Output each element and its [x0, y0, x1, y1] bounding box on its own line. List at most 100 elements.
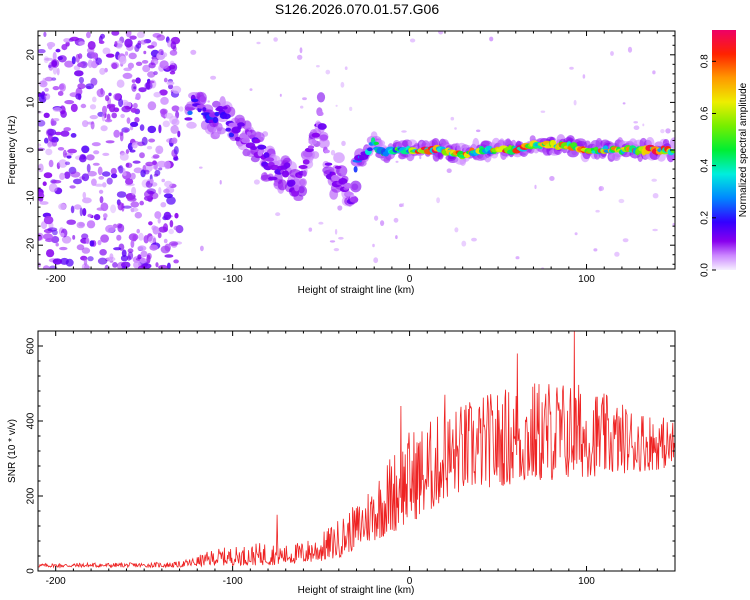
noise-blob [120, 255, 129, 262]
noise-blob [159, 108, 168, 115]
ridge-halo [216, 127, 226, 135]
noise-blob [81, 173, 90, 182]
noise-blob [171, 105, 180, 112]
noise-blob [402, 202, 405, 207]
noise-blob [139, 124, 145, 131]
noise-blob [125, 31, 132, 38]
noise-blob [98, 189, 104, 194]
noise-blob [58, 159, 68, 168]
noise-blob [107, 103, 116, 108]
noise-blob [318, 221, 324, 225]
noise-blob [461, 240, 467, 247]
noise-blob [253, 179, 260, 185]
noise-blob [164, 254, 174, 258]
noise-blob [47, 128, 57, 136]
noise-blob [63, 38, 71, 43]
noise-blob [134, 211, 142, 219]
noise-blob [92, 162, 100, 166]
noise-blob [120, 113, 125, 119]
noise-blob [52, 66, 58, 75]
noise-blob [42, 181, 47, 186]
ridge-point [228, 122, 238, 128]
noise-blob [618, 198, 625, 204]
noise-blob [117, 202, 124, 211]
noise-blob [141, 60, 149, 64]
noise-blob [64, 100, 75, 105]
noise-blob [63, 171, 71, 179]
noise-blob [338, 236, 344, 240]
noise-blob [200, 245, 204, 252]
noise-blob [82, 120, 89, 128]
noise-blob [163, 77, 168, 83]
noise-blob [98, 176, 104, 180]
ridge-point [302, 170, 307, 177]
noise-blob [139, 257, 147, 264]
noise-blob [122, 172, 127, 176]
noise-blob [135, 92, 141, 101]
noise-blob [105, 224, 116, 233]
noise-blob [111, 112, 117, 119]
noise-blob [450, 116, 455, 121]
noise-blob [121, 266, 127, 269]
noise-blob [173, 225, 180, 231]
noise-blob [87, 213, 93, 218]
noise-blob [73, 178, 82, 185]
noise-blob [540, 110, 546, 113]
noise-blob [73, 204, 82, 210]
noise-blob [341, 140, 346, 146]
noise-blob [131, 142, 138, 149]
noise-blob [45, 148, 53, 156]
noise-blob [349, 106, 353, 111]
noise-blob [44, 137, 49, 144]
noise-blob [48, 265, 58, 269]
noise-blob [476, 129, 481, 133]
noise-blob [155, 145, 164, 155]
noise-blob [54, 131, 63, 136]
noise-blob [81, 247, 91, 254]
noise-blob [436, 197, 440, 204]
noise-blob [330, 149, 336, 156]
noise-blob [97, 239, 102, 246]
ridge-point [331, 174, 339, 182]
noise-blob [121, 249, 127, 257]
noise-blob [308, 227, 313, 232]
noise-blob [102, 47, 111, 55]
ridge-point [222, 113, 231, 120]
noise-blob [43, 31, 47, 37]
noise-blob [337, 205, 343, 211]
noise-blob [119, 132, 124, 142]
noise-blob [38, 262, 42, 268]
noise-blob [52, 118, 60, 122]
noise-blob [59, 257, 69, 265]
noise-blob [275, 212, 281, 217]
ridge-point [307, 145, 315, 150]
noise-blob [169, 241, 179, 246]
noise-blob [55, 48, 61, 53]
noise-blob [146, 188, 156, 195]
noise-blob [154, 211, 162, 219]
noise-blob [325, 69, 331, 75]
noise-blob [249, 88, 253, 91]
noise-blob [80, 103, 87, 109]
noise-blob [148, 235, 157, 244]
noise-blob [87, 41, 96, 50]
noise-blob [48, 159, 54, 168]
noise-blob [70, 171, 81, 178]
noise-blob [69, 185, 76, 189]
noise-blob [133, 167, 143, 174]
noise-blob [104, 118, 113, 123]
ridge-point [246, 131, 252, 136]
noise-blob [170, 41, 177, 50]
noise-blob [122, 72, 133, 79]
noise-blob [119, 152, 129, 161]
noise-blob [110, 167, 117, 175]
noise-blob [158, 124, 162, 134]
noise-blob [89, 115, 99, 120]
ridge-point [212, 116, 219, 124]
noise-blob [167, 262, 171, 269]
ridge-halo [669, 137, 675, 150]
snr-xlabel: Height of straight line (km) [298, 585, 415, 596]
noise-blob [633, 125, 640, 130]
noise-blob [299, 47, 303, 54]
